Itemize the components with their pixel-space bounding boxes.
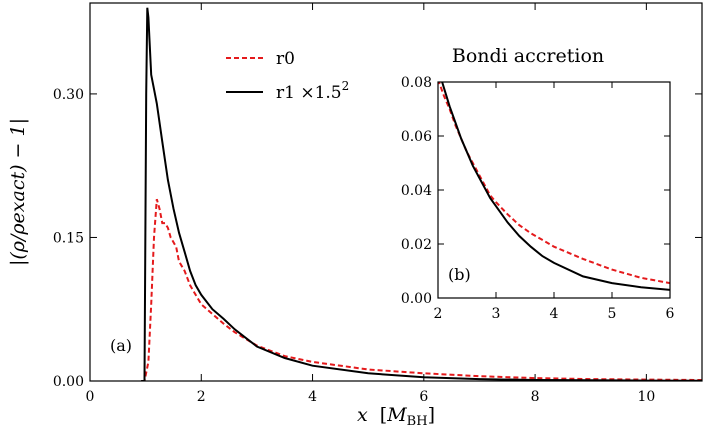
legend-entry-r1: r1 ×1.52 xyxy=(226,79,349,103)
inset-x-ticks: 2 3 4 5 6 xyxy=(434,82,675,322)
inset-y-tick-label: 0.00 xyxy=(401,291,432,307)
legend: r0 r1 ×1.52 xyxy=(226,49,349,103)
x-label-variable: x xyxy=(357,404,368,426)
main-x-ticks: 0 2 4 6 8 10 xyxy=(86,3,655,405)
inset-plot: 2 3 4 5 6 0.00 0.02 0.04 0.06 0.08 Bondi accreti… xyxy=(401,45,675,322)
inset-series-layer xyxy=(438,82,670,291)
legend-r0-label: r0 xyxy=(276,49,295,69)
main-x-tick-label: 2 xyxy=(197,389,206,405)
inset-title: Bondi accretion xyxy=(452,45,604,67)
main-x-axis-label: x [MBH] xyxy=(357,404,435,429)
main-y-tick-label: 0.00 xyxy=(53,374,84,390)
x-label-close-bracket: ] xyxy=(428,404,435,426)
legend-r1-label-superscript: 2 xyxy=(342,79,350,93)
legend-r1-label-text: r1 ×1.5 xyxy=(276,83,342,103)
inset-background xyxy=(438,82,670,298)
main-x-tick-label: 10 xyxy=(637,389,655,405)
x-label-unit: M xyxy=(386,404,407,426)
x-label-unit-sub: BH xyxy=(407,414,428,429)
main-x-tick-label: 4 xyxy=(308,389,317,405)
main-plot: 0 2 4 6 8 10 0.00 0.15 0.30 (a) x [MBH] |(ρ/ρex… xyxy=(7,2,703,429)
main-series-layer xyxy=(141,7,702,381)
main-y-tick-label: 0.30 xyxy=(53,87,84,103)
main-series-r1-line xyxy=(141,7,702,381)
inset-x-tick-label: 5 xyxy=(608,306,617,322)
x-label-open-bracket: [ xyxy=(380,404,387,426)
main-y-tick-label: 0.15 xyxy=(53,230,84,246)
inset-y-tick-label: 0.08 xyxy=(401,75,432,91)
legend-entry-r0: r0 xyxy=(226,49,295,69)
inset-x-tick-label: 6 xyxy=(666,306,675,322)
main-panel-label: (a) xyxy=(110,336,132,355)
main-plot-frame xyxy=(89,2,703,382)
inset-y-tick-label: 0.04 xyxy=(401,183,432,199)
inset-series-r1-line xyxy=(441,82,670,291)
legend-r1-label: r1 ×1.52 xyxy=(276,79,349,103)
main-y-axis-label: |(ρ/ρexact) − 1| xyxy=(7,118,29,266)
inset-x-tick-label: 3 xyxy=(492,306,501,322)
inset-y-ticks: 0.00 0.02 0.04 0.06 0.08 xyxy=(401,75,670,307)
inset-panel-label: (b) xyxy=(448,265,471,284)
inset-y-tick-label: 0.06 xyxy=(401,129,432,145)
main-x-tick-label: 6 xyxy=(419,389,428,405)
main-series-r0-line xyxy=(141,198,702,381)
inset-x-tick-label: 2 xyxy=(434,306,443,322)
inset-x-tick-label: 4 xyxy=(550,306,559,322)
main-x-tick-label: 0 xyxy=(86,389,95,405)
main-y-ticks: 0.00 0.15 0.30 xyxy=(53,87,702,390)
inset-y-tick-label: 0.02 xyxy=(401,237,432,253)
main-x-tick-label: 8 xyxy=(531,389,540,405)
